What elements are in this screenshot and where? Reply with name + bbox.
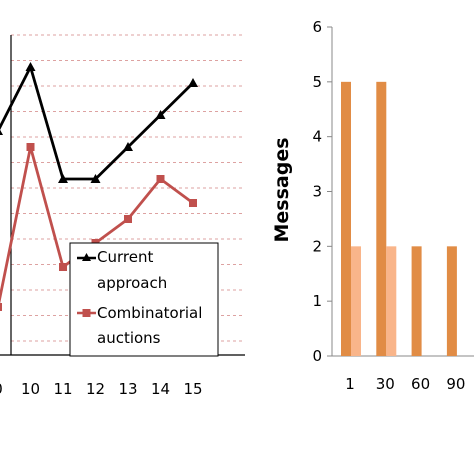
x-tick-label: 30 [376,375,395,393]
data-point [188,78,198,87]
bar-1-series-1 [351,246,361,356]
x-tick-label: 10 [21,380,40,398]
legend-marker-triangle [82,253,91,261]
legend-marker-square [82,309,91,317]
bar-90-series-0 [446,246,457,356]
legend-label-current-2: approach [97,274,167,292]
bar-30-series-0 [376,81,387,356]
data-point [25,62,36,71]
x-tick-label: 12 [86,380,105,398]
data-point [58,174,68,183]
x-tick-label: 0 [0,380,3,398]
y-tick-label: 3 [312,183,322,201]
right-bar-chart: 0 1 2 3 4 5 6 1 30 60 90 Messages [271,18,474,393]
legend-label-combinatorial-1: Combinatorial [97,304,202,322]
legend-label-combinatorial-2: auctions [97,329,161,347]
left-line-chart: 0 10 11 12 13 14 15 Current approach Combinato… [0,34,245,398]
data-point [26,143,35,151]
legend-label-current-1: Current [97,248,153,266]
x-tick-label: 15 [183,380,202,398]
legend-box [69,242,219,357]
bar-30-series-1 [386,246,397,356]
bar-60-series-0 [411,246,422,356]
data-point [90,174,101,183]
y-tick-label: 5 [312,73,322,91]
y-tick-label: 2 [312,237,322,255]
data-point [155,110,166,119]
data-point [156,175,165,183]
x-tick-label: 11 [53,380,72,398]
data-point [59,263,67,271]
y-tick-label: 6 [312,18,322,36]
x-tick-label: 1 [345,375,355,393]
y-axis-label: Messages [271,137,293,242]
y-tick-label: 4 [312,128,322,146]
data-point [0,303,2,311]
x-tick-label: 60 [411,375,430,393]
y-tick-label: 0 [312,347,322,365]
x-tick-label: 13 [118,380,137,398]
data-point [124,215,132,223]
data-point [123,142,133,151]
data-point [0,129,3,135]
x-tick-label: 14 [151,380,170,398]
data-point [189,199,197,207]
bar-1-series-0 [341,81,351,356]
x-tick-label: 90 [446,375,465,393]
y-tick-label: 1 [312,292,322,310]
legend: Current approach Combinatorial auctions [69,242,219,357]
